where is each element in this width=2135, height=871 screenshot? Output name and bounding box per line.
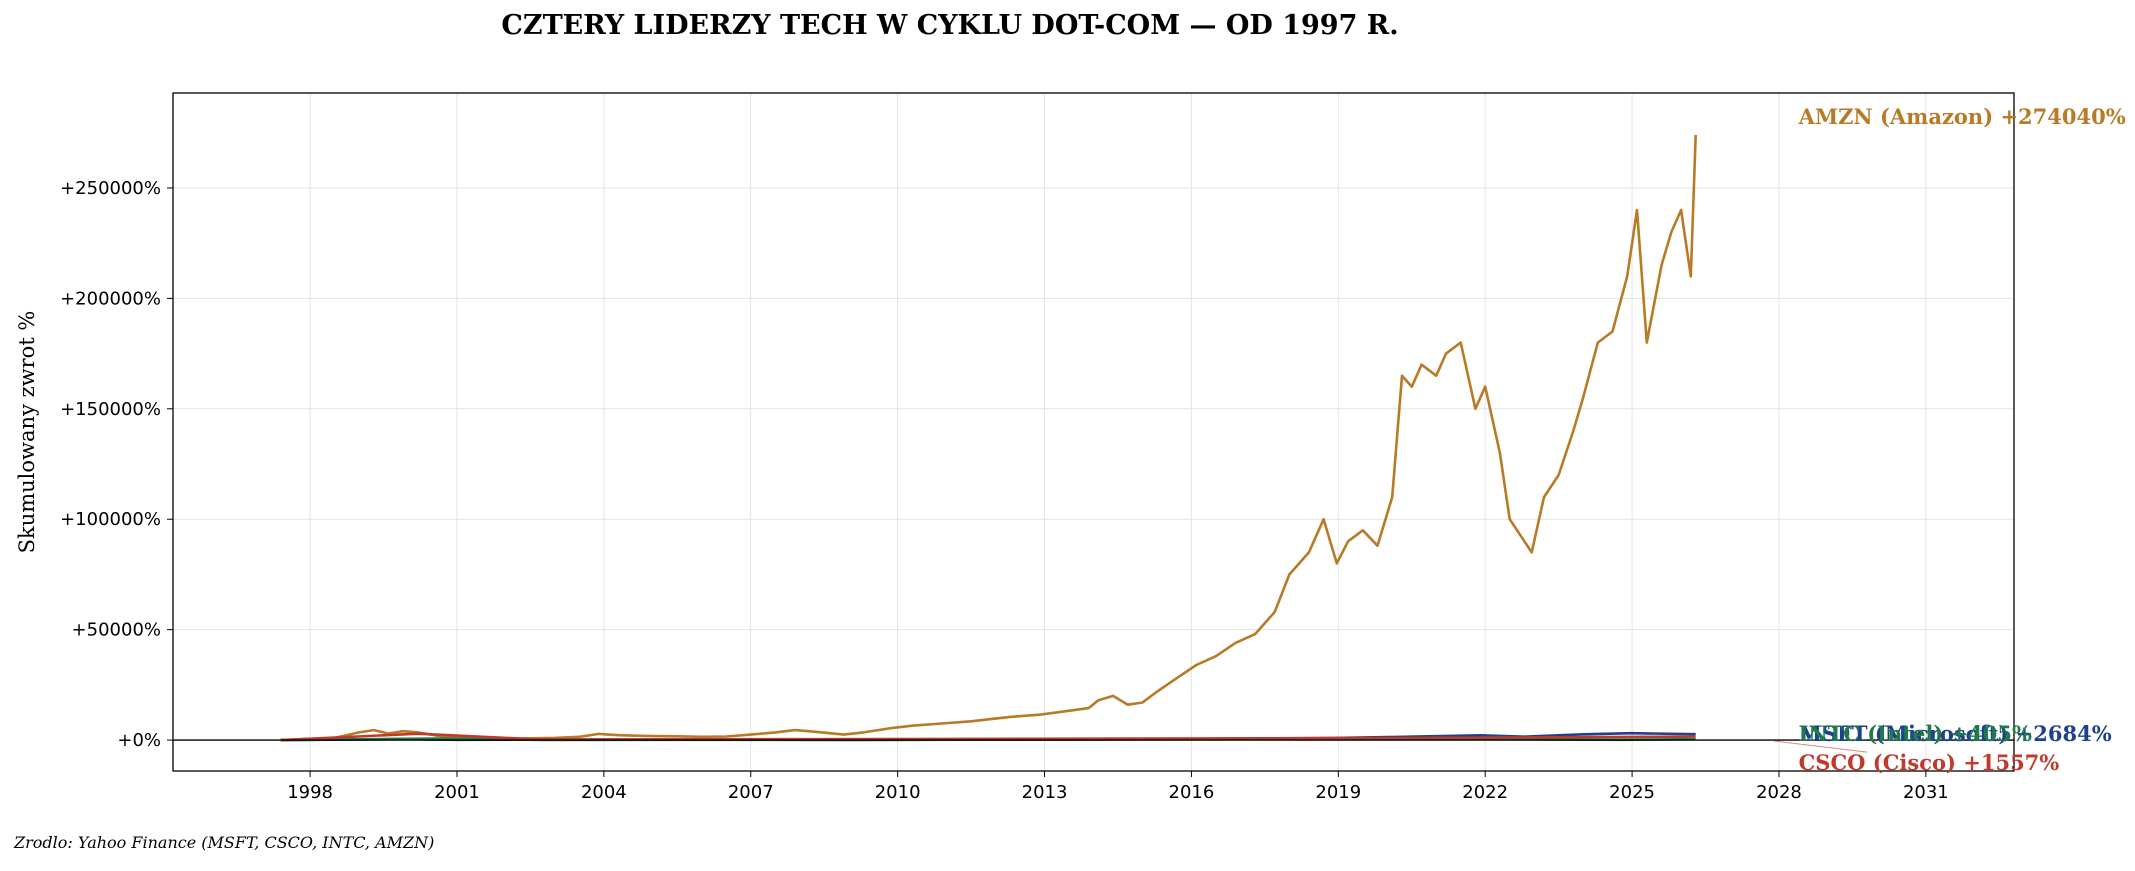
x-tick-label: 2031: [1903, 782, 1949, 803]
y-tick-label: +0%: [117, 730, 161, 751]
end-label-msft: MSFT (Microsoft) +2684%: [1799, 721, 2112, 746]
y-tick-label: +150000%: [60, 399, 161, 420]
y-tick-label: +200000%: [60, 288, 161, 309]
x-tick-label: 2025: [1609, 782, 1655, 803]
x-tick-label: 2004: [581, 782, 627, 803]
x-tick-label: 2022: [1462, 782, 1508, 803]
series-line-amzn: [280, 134, 1697, 742]
x-tick-label: 2019: [1315, 782, 1361, 803]
end-label-amzn: AMZN (Amazon) +274040%: [1798, 104, 2126, 129]
x-tick-label: 2013: [1022, 782, 1068, 803]
chart-title: CZTERY LIDERZY TECH W CYKLU DOT-COM — OD…: [501, 10, 1398, 41]
gridlines: [173, 93, 2014, 771]
axes: 1998 2001 2004 2007 2010 2013 2016 2019 2022 2025…: [60, 92, 2015, 803]
y-tick-label: +50000%: [72, 620, 161, 641]
y-tick-label: +250000%: [60, 178, 161, 199]
x-tick-label: 2028: [1756, 782, 1802, 803]
end-label-intc: INTC (Intel) +405%: [1799, 721, 2032, 746]
x-tick-label: 2007: [728, 782, 774, 803]
end-labels: AMZN (Amazon) +274040% MSFT (Microsoft) +…: [1774, 104, 2126, 775]
x-tick-label: 2001: [434, 782, 480, 803]
plot-frame: [172, 92, 2015, 772]
end-label-csco: CSCO (Cisco) +1557%: [1799, 750, 2060, 775]
source-note: Zrodlo: Yahoo Finance (MSFT, CSCO, INTC,…: [13, 833, 434, 852]
x-tick-label: 1998: [287, 782, 333, 803]
x-tick-label: 2016: [1169, 782, 1215, 803]
y-axis-label: Skumulowany zwrot %: [15, 311, 39, 554]
csco-label-connector: [1774, 740, 1868, 753]
series-line-csco: [280, 732, 1696, 742]
x-tick-label: 2010: [875, 782, 921, 803]
series-lines: [280, 134, 1697, 742]
y-tick-label: +100000%: [60, 509, 161, 530]
